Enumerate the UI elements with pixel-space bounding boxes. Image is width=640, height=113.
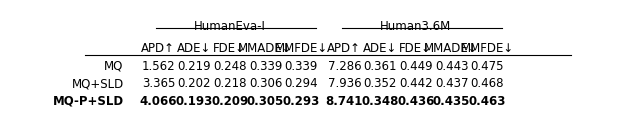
Text: MMFDE↓: MMFDE↓ — [461, 41, 514, 54]
Text: 0.443: 0.443 — [435, 59, 468, 72]
Text: 0.209: 0.209 — [211, 94, 248, 107]
Text: 0.294: 0.294 — [284, 77, 318, 90]
Text: 0.202: 0.202 — [177, 77, 211, 90]
Text: 0.463: 0.463 — [468, 94, 506, 107]
Text: 0.305: 0.305 — [247, 94, 284, 107]
Text: MQ-P+SLD: MQ-P+SLD — [52, 94, 124, 107]
Text: ADE↓: ADE↓ — [363, 41, 397, 54]
Text: MMFDE↓: MMFDE↓ — [275, 41, 328, 54]
Text: Human3.6M: Human3.6M — [380, 20, 451, 33]
Text: MMADE↓: MMADE↓ — [238, 41, 293, 54]
Text: 0.339: 0.339 — [285, 59, 318, 72]
Text: 0.248: 0.248 — [213, 59, 246, 72]
Text: 0.475: 0.475 — [470, 59, 504, 72]
Text: HumanEva-I: HumanEva-I — [194, 20, 266, 33]
Text: 4.066: 4.066 — [140, 94, 177, 107]
Text: ADE↓: ADE↓ — [177, 41, 211, 54]
Text: MQ: MQ — [104, 59, 124, 72]
Text: FDE↓: FDE↓ — [213, 41, 246, 54]
Text: 0.435: 0.435 — [433, 94, 470, 107]
Text: 8.741: 8.741 — [326, 94, 363, 107]
Text: 1.562: 1.562 — [141, 59, 175, 72]
Text: 7.286: 7.286 — [328, 59, 361, 72]
Text: 0.219: 0.219 — [177, 59, 211, 72]
Text: 0.352: 0.352 — [364, 77, 397, 90]
Text: FDE↓: FDE↓ — [399, 41, 432, 54]
Text: 0.193: 0.193 — [175, 94, 212, 107]
Text: APD↑: APD↑ — [141, 41, 175, 54]
Text: 0.361: 0.361 — [364, 59, 397, 72]
Text: 7.936: 7.936 — [328, 77, 361, 90]
Text: MQ+SLD: MQ+SLD — [72, 77, 124, 90]
Text: 0.437: 0.437 — [435, 77, 468, 90]
Text: 0.348: 0.348 — [362, 94, 399, 107]
Text: APD↑: APD↑ — [328, 41, 362, 54]
Text: 0.449: 0.449 — [399, 59, 433, 72]
Text: 3.365: 3.365 — [141, 77, 175, 90]
Text: 0.293: 0.293 — [283, 94, 320, 107]
Text: MMADE↓: MMADE↓ — [424, 41, 479, 54]
Text: 0.468: 0.468 — [470, 77, 504, 90]
Text: 0.436: 0.436 — [397, 94, 435, 107]
Text: 0.306: 0.306 — [249, 77, 282, 90]
Text: 0.218: 0.218 — [213, 77, 246, 90]
Text: 0.442: 0.442 — [399, 77, 433, 90]
Text: 0.339: 0.339 — [249, 59, 282, 72]
